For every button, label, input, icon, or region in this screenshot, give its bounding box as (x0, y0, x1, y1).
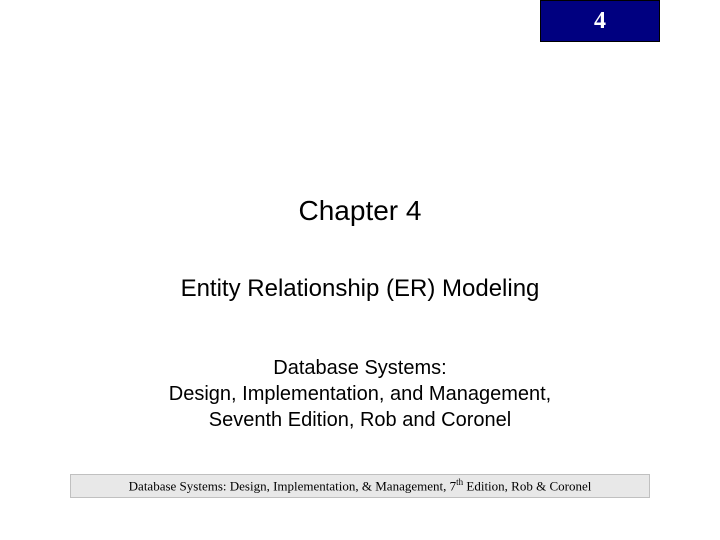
book-line1: Database Systems: (0, 355, 720, 381)
chapter-title: Chapter 4 (0, 195, 720, 227)
book-info: Database Systems: Design, Implementation… (0, 355, 720, 433)
book-line3: Seventh Edition, Rob and Coronel (0, 407, 720, 433)
chapter-number-badge: 4 (540, 0, 660, 42)
footer-text: Database Systems: Design, Implementation… (129, 477, 592, 494)
chapter-number: 4 (594, 8, 606, 35)
slide-content: Chapter 4 Entity Relationship (ER) Model… (0, 195, 720, 433)
slide-footer: Database Systems: Design, Implementation… (70, 474, 650, 498)
book-line2: Design, Implementation, and Management, (0, 381, 720, 407)
chapter-subtitle: Entity Relationship (ER) Modeling (0, 275, 720, 303)
